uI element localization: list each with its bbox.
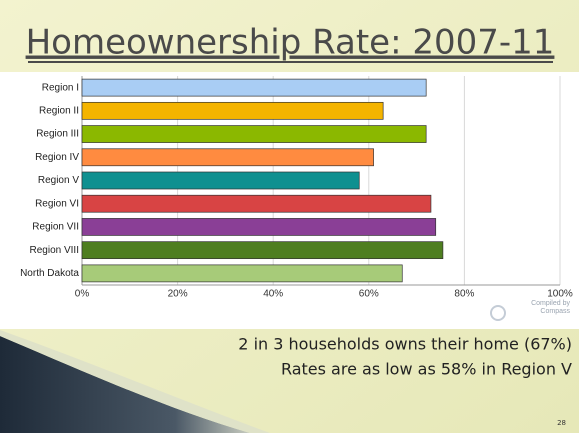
bar [81, 218, 437, 236]
decoration [0, 336, 250, 433]
bar [81, 264, 403, 283]
x-tick-label: 20% [168, 289, 188, 300]
y-tick-label: Region IV [35, 152, 79, 163]
y-tick-label: Region VIII [30, 245, 79, 256]
x-tick-label: 0% [75, 289, 90, 300]
x-tick-label: 80% [454, 289, 474, 300]
note: Rates are as low as 58% in Region V [281, 360, 572, 379]
bar [81, 171, 360, 190]
bar [81, 241, 444, 260]
y-tick-label: Region II [39, 105, 79, 116]
y-tick-label: Region V [38, 175, 79, 186]
y-tick-label: Region III [36, 129, 79, 140]
x-tick-label: 40% [263, 289, 283, 300]
source: Compass [540, 308, 570, 315]
x-tick-label: 60% [359, 289, 379, 300]
bar [81, 125, 427, 143]
slide-title: Homeownership Rate: 2007-11 [26, 23, 555, 63]
y-tick-label: Region I [42, 82, 79, 93]
bar [81, 194, 432, 213]
note: 2 in 3 households owns their home (67%) [238, 335, 572, 354]
plot: 0% 20% 40% 60% 80% 100% Region I Region II Regio… [20, 76, 573, 300]
y-tick-label: Region VII [32, 222, 79, 233]
source: Compiled by [531, 300, 570, 307]
bar [81, 78, 427, 97]
y-tick-label: North Dakota [20, 268, 79, 279]
y-tick-label: Region VI [35, 198, 79, 209]
decoration [0, 330, 270, 433]
slide-number: 28 [557, 419, 566, 427]
bar [81, 101, 384, 120]
source-icon [490, 305, 506, 321]
bar [81, 148, 374, 167]
x-tick-label: 100% [547, 289, 573, 300]
